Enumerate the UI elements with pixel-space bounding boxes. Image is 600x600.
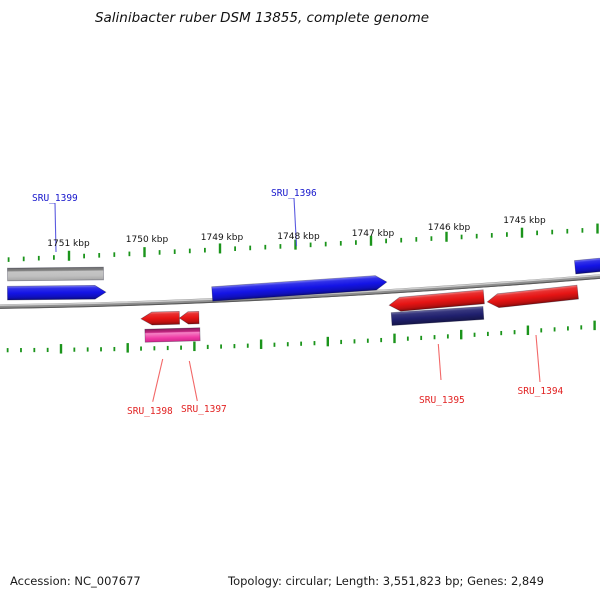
gene-red-center-1[interactable] (140, 310, 180, 326)
gene-label-SRU_1399[interactable]: SRU_1399 (32, 193, 78, 204)
gene-gray-left[interactable] (7, 266, 104, 282)
leader-line-SRU_1396 (293, 197, 298, 247)
gene-blue-right[interactable] (574, 256, 600, 275)
gene-label-SRU_1398[interactable]: SRU_1398 (127, 406, 173, 417)
leader-line-SRU_1395 (437, 343, 442, 381)
gene-label-SRU_1397[interactable]: SRU_1397 (181, 404, 227, 415)
status-accession: Accession: NC_007677 (10, 574, 141, 588)
status-genome-info: Topology: circular; Length: 3,551,823 bp… (228, 574, 544, 588)
ruler-label-1746-kbp: 1746 kbp (428, 223, 471, 233)
ruler-bottom-ticks (6, 320, 596, 354)
ruler-label-1747-kbp: 1747 kbp (352, 229, 395, 239)
gene-red-right-1[interactable] (388, 289, 485, 312)
gene-red-right-2[interactable] (486, 284, 579, 309)
leader-line-SRU_1394 (535, 334, 541, 383)
ruler-label-1750-kbp: 1750 kbp (126, 235, 169, 245)
gene-label-SRU_1394[interactable]: SRU_1394 (518, 386, 564, 397)
leader-line-SRU_1397 (188, 360, 198, 402)
gene-pink-center[interactable] (144, 327, 201, 343)
gene-label-SRU_1396[interactable]: SRU_1396 (271, 188, 317, 199)
gene-label-SRU_1395[interactable]: SRU_1395 (419, 395, 465, 406)
ruler-label-1749-kbp: 1749 kbp (201, 233, 244, 243)
ruler-top-ticks (7, 223, 599, 262)
gene-red-center-2[interactable] (178, 310, 200, 325)
gene-blue-left[interactable] (7, 284, 107, 301)
gene-blue-center[interactable] (211, 275, 388, 302)
leader-line-SRU_1399 (54, 202, 57, 253)
ruler-label-1748-kbp: 1748 kbp (277, 232, 320, 242)
gene-navy-right[interactable] (390, 306, 485, 326)
ruler-label-1745-kbp: 1745 kbp (503, 216, 546, 226)
leader-line-SRU_1398 (152, 358, 164, 402)
ruler-label-1751-kbp: 1751 kbp (47, 239, 90, 249)
map-title: Salinibacter ruber DSM 13855, complete g… (94, 10, 430, 26)
